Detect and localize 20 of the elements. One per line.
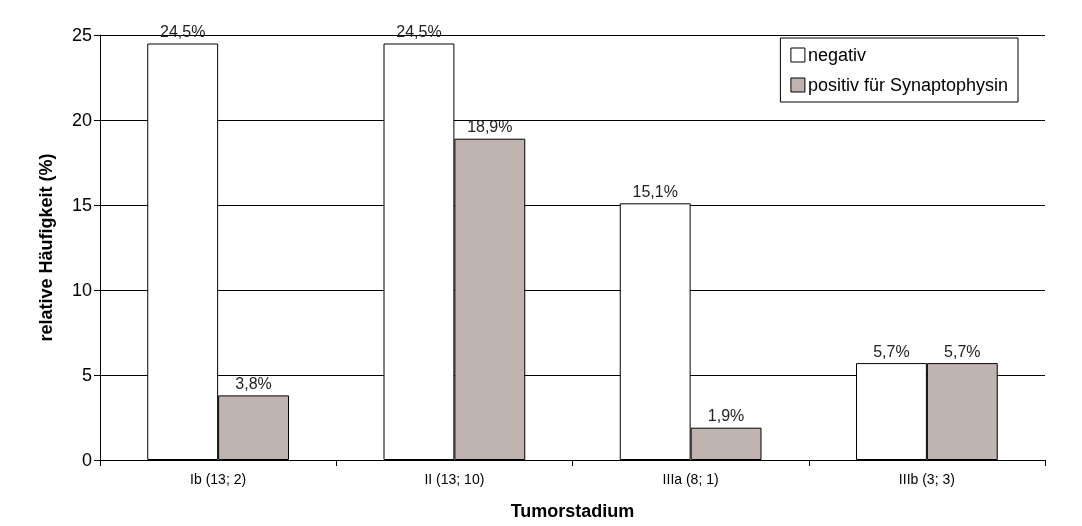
x-tick-label: II (13; 10)	[424, 471, 485, 487]
x-tick-label: IIIa (8; 1)	[662, 471, 719, 487]
legend-label: negativ	[807, 45, 866, 65]
y-tick-label: 5	[81, 365, 92, 385]
y-tick-label: 0	[81, 450, 92, 470]
data-label: 18,9%	[467, 118, 513, 136]
data-label: 5,7%	[873, 342, 910, 360]
x-axis-title: Tumorstadium	[510, 501, 635, 521]
data-label: 3,8%	[235, 374, 272, 392]
y-tick-label: 10	[71, 280, 92, 300]
x-tick-label: Ib (13; 2)	[190, 471, 247, 487]
legend-label: positiv für Synaptophysin	[807, 75, 1008, 95]
y-tick-label: 15	[71, 195, 92, 215]
data-label: 15,1%	[632, 182, 678, 200]
data-label: 5,7%	[944, 342, 981, 360]
y-axis-title: relative Häufigkeit (%)	[36, 153, 56, 342]
y-tick-label: 25	[71, 25, 92, 45]
y-tick-label: 20	[71, 110, 92, 130]
x-tick-label: IIIb (3; 3)	[898, 471, 955, 487]
data-label: 1,9%	[707, 407, 745, 425]
